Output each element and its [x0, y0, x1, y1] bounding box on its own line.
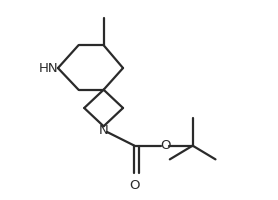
Text: O: O	[160, 139, 170, 152]
Text: O: O	[129, 179, 140, 192]
Text: N: N	[99, 124, 108, 137]
Text: HN: HN	[39, 62, 59, 75]
